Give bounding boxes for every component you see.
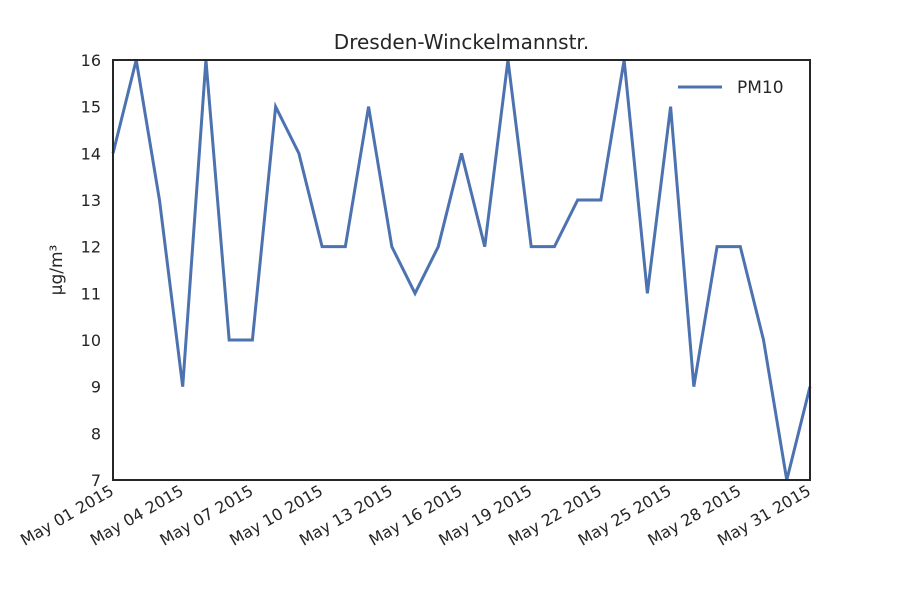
y-tick-label: 10: [81, 331, 101, 350]
y-axis-label: µg/m³: [47, 245, 67, 296]
y-tick-label: 8: [91, 424, 101, 443]
y-tick-label: 13: [81, 191, 101, 210]
y-tick-label: 11: [81, 284, 101, 303]
y-tick-label: 14: [81, 144, 101, 163]
chart-title: Dresden-Winckelmannstr.: [334, 30, 589, 54]
plot-frame: [112, 59, 811, 481]
y-tick-label: 9: [91, 378, 101, 397]
legend-label-pm10: PM10: [737, 78, 784, 98]
y-axis-ticks: 7 8 9 10 11 12 13 14 15 16: [81, 51, 101, 490]
legend: PM10: [678, 78, 784, 98]
y-tick-label: 15: [81, 98, 101, 117]
series-layer: [111, 59, 812, 481]
y-tick-label: 7: [91, 471, 101, 490]
series-line-pm10: [111, 59, 812, 481]
y-tick-label: 12: [81, 238, 101, 257]
y-tick-label: 16: [81, 51, 101, 70]
